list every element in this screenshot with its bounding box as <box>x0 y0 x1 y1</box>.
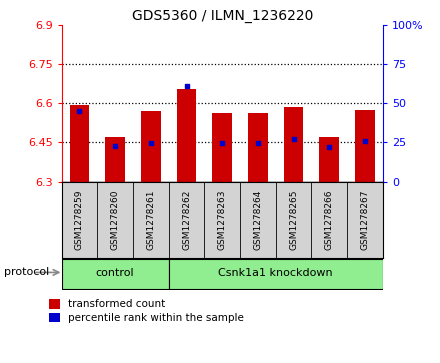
Text: GSM1278260: GSM1278260 <box>110 189 120 250</box>
Point <box>147 140 154 146</box>
Point <box>361 139 368 144</box>
FancyBboxPatch shape <box>62 259 169 289</box>
Text: GSM1278259: GSM1278259 <box>75 189 84 250</box>
Legend: transformed count, percentile rank within the sample: transformed count, percentile rank withi… <box>49 299 244 323</box>
Text: Csnk1a1 knockdown: Csnk1a1 knockdown <box>218 268 333 278</box>
Text: GSM1278265: GSM1278265 <box>289 189 298 250</box>
FancyBboxPatch shape <box>169 259 383 289</box>
Bar <box>141 111 161 182</box>
Point <box>219 140 226 146</box>
Text: GSM1278262: GSM1278262 <box>182 189 191 250</box>
Text: GSM1278266: GSM1278266 <box>325 189 334 250</box>
Point <box>290 136 297 142</box>
Bar <box>70 105 89 182</box>
Text: GSM1278264: GSM1278264 <box>253 189 262 250</box>
Bar <box>355 110 375 182</box>
Bar <box>177 89 196 182</box>
Point <box>112 143 119 149</box>
Bar <box>319 137 339 182</box>
Point <box>183 83 190 89</box>
Text: control: control <box>96 268 135 278</box>
Point <box>254 140 261 146</box>
Bar <box>248 113 268 182</box>
Text: GSM1278261: GSM1278261 <box>147 189 155 250</box>
Point <box>76 108 83 114</box>
Text: GSM1278263: GSM1278263 <box>218 189 227 250</box>
Bar <box>213 113 232 182</box>
Bar <box>284 107 304 182</box>
Bar <box>105 137 125 182</box>
Text: protocol: protocol <box>4 268 50 277</box>
Text: GSM1278267: GSM1278267 <box>360 189 370 250</box>
Title: GDS5360 / ILMN_1236220: GDS5360 / ILMN_1236220 <box>132 9 313 23</box>
Point <box>326 144 333 150</box>
